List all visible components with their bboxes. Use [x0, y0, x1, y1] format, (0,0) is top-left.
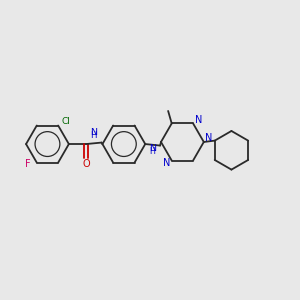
Text: F: F [25, 159, 31, 169]
Text: H: H [91, 131, 97, 140]
Text: Cl: Cl [61, 117, 70, 126]
Text: N: N [205, 133, 212, 143]
Text: N: N [90, 128, 97, 137]
Text: N: N [196, 116, 203, 125]
Text: N: N [149, 144, 156, 153]
Text: O: O [82, 159, 90, 169]
Text: N: N [163, 158, 170, 168]
Text: H: H [150, 147, 156, 156]
